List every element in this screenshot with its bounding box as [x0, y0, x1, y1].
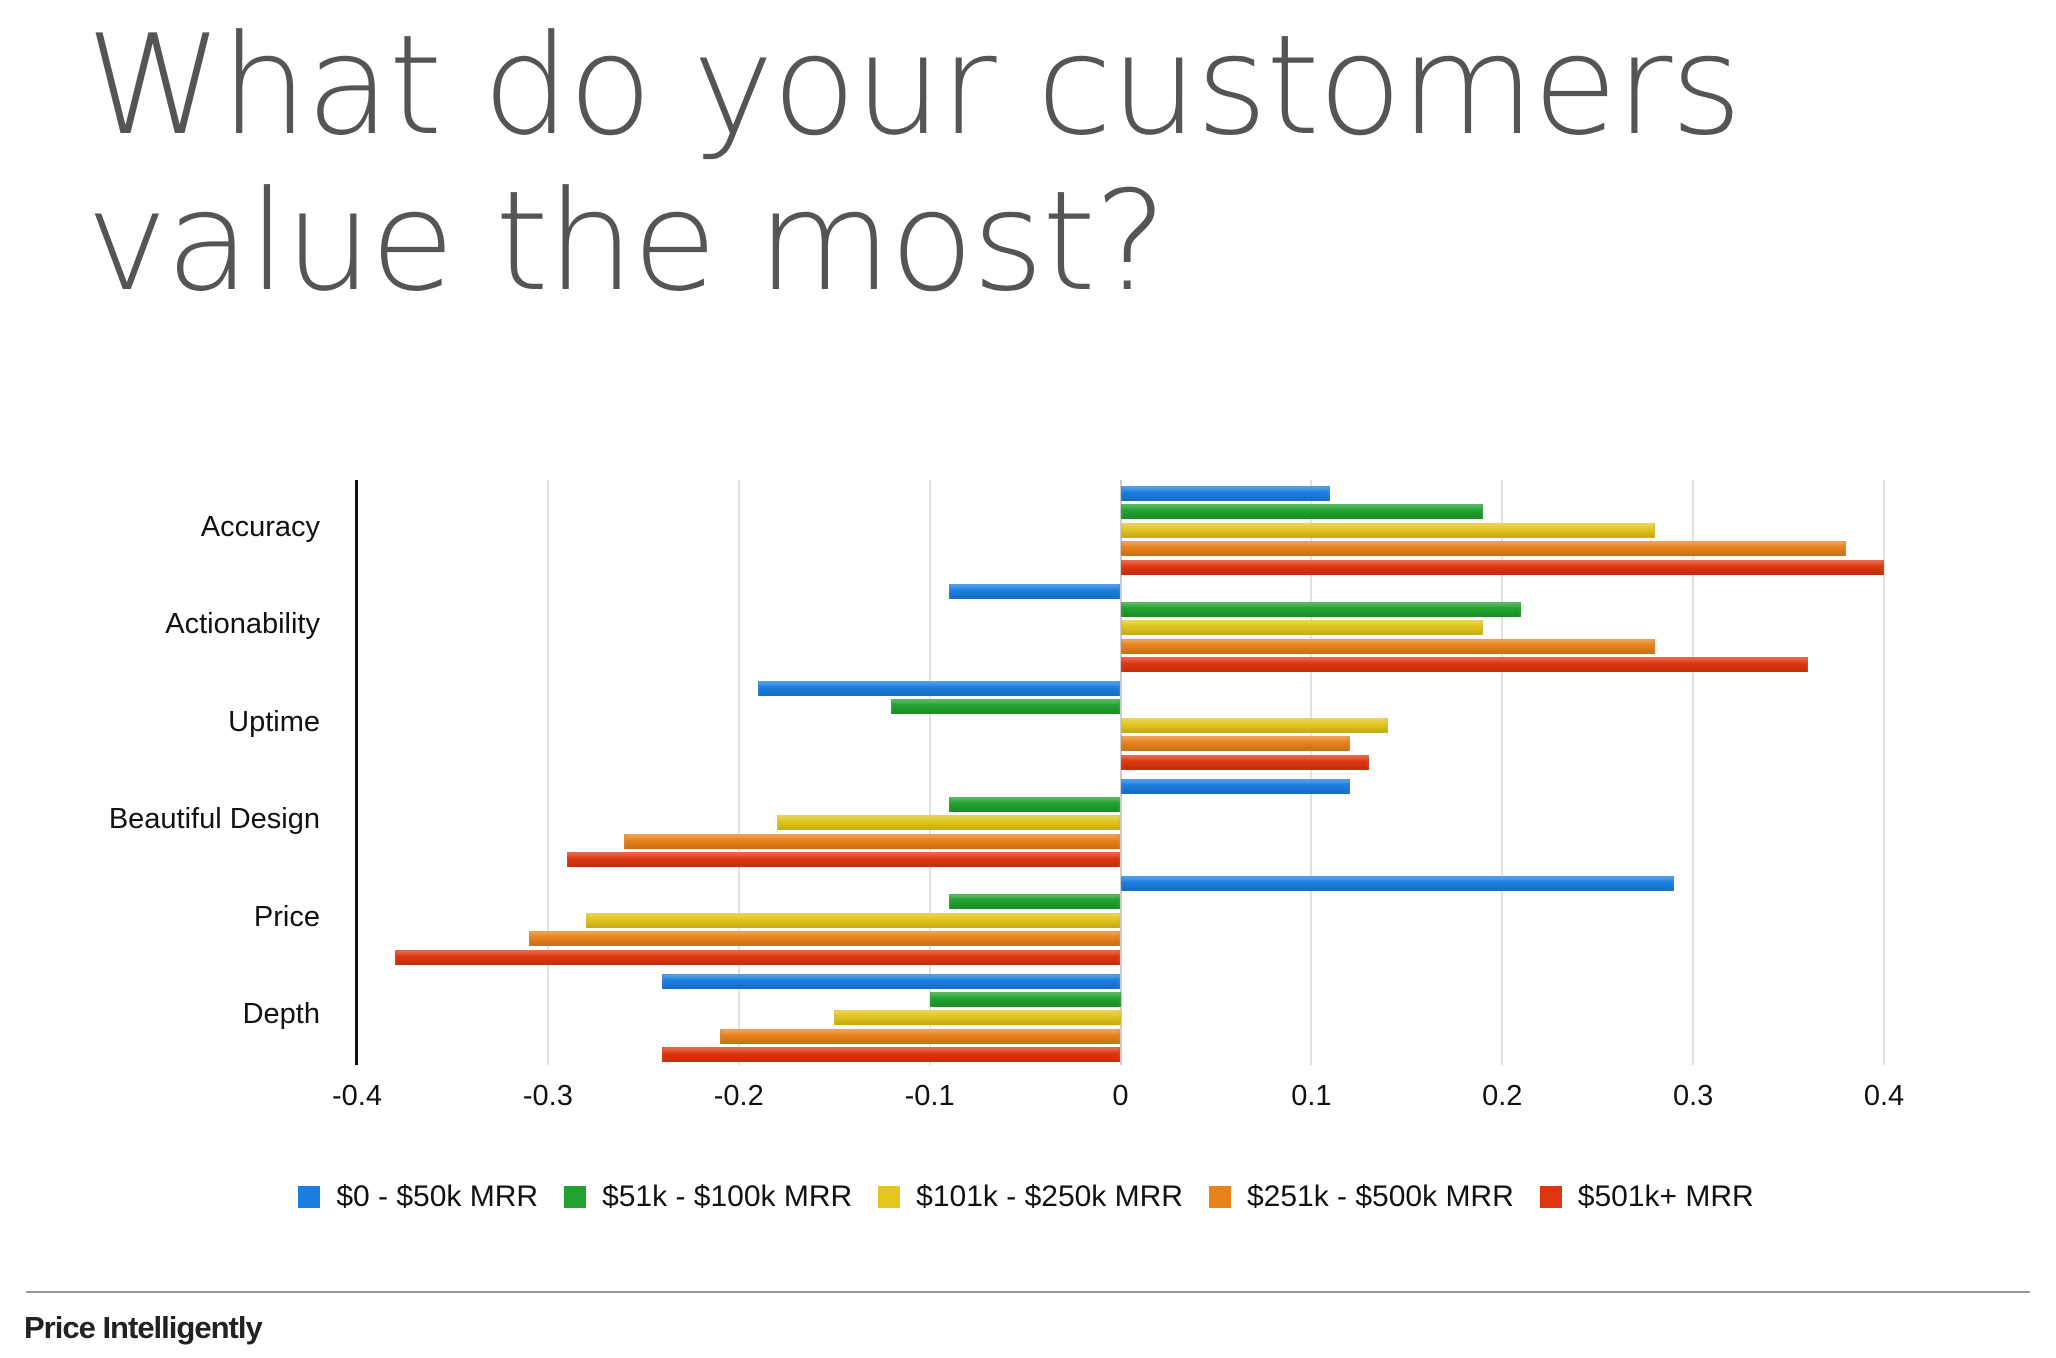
- gridline: [546, 480, 549, 1065]
- bar-depth-series-3: [834, 1010, 1121, 1026]
- bar-accuracy-series-5: [1120, 559, 1884, 575]
- x-tick-label: 0.4: [1863, 1080, 1905, 1112]
- legend-swatch: [1208, 1186, 1231, 1208]
- footer-divider: [26, 1291, 2030, 1293]
- legend-label: $0 - $50k MRR: [336, 1180, 539, 1213]
- legend-swatch: [878, 1186, 901, 1208]
- y-axis-line: [355, 480, 358, 1065]
- bar-actionability-series-5: [1120, 657, 1808, 673]
- bar-price-series-3: [586, 912, 1121, 928]
- legend-item: $251k - $500k MRR: [1208, 1180, 1514, 1214]
- brand-logo-text: Price Intelligently: [24, 1310, 263, 1345]
- gridline: [1310, 480, 1313, 1065]
- bar-depth-series-5: [662, 1047, 1121, 1063]
- bar-actionability-series-3: [1120, 620, 1484, 636]
- category-label: Beautiful Design: [108, 803, 320, 836]
- category-label: Actionability: [165, 608, 320, 641]
- bar-price-series-1: [1120, 876, 1675, 891]
- bar-actionability-series-2: [1120, 601, 1522, 617]
- legend-label: $251k - $500k MRR: [1246, 1180, 1514, 1213]
- legend-label: $101k - $250k MRR: [916, 1180, 1183, 1213]
- category-label: Uptime: [228, 705, 320, 738]
- chart-legend: $0 - $50k MRR $51k - $100k MRR $101k - $25…: [0, 1180, 2056, 1214]
- bar-price-series-2: [948, 894, 1121, 910]
- legend-item: $0 - $50k MRR: [298, 1180, 538, 1214]
- bar-depth-series-2: [929, 991, 1121, 1007]
- legend-swatch: [1539, 1186, 1562, 1208]
- bar-uptime-series-1: [757, 681, 1121, 696]
- category-label: Price: [253, 900, 320, 933]
- bar-beautiful-design-series-5: [566, 852, 1121, 868]
- gridline: [928, 480, 931, 1065]
- x-tick-label: 0: [1112, 1080, 1129, 1112]
- x-tick-label: 0.3: [1672, 1080, 1714, 1112]
- category-label: Depth: [242, 998, 320, 1031]
- title-line-1: What do your customers: [86, 5, 1742, 166]
- legend-label: $501k+ MRR: [1577, 1180, 1754, 1213]
- gridline: [1692, 480, 1695, 1065]
- gridline: [1501, 480, 1504, 1065]
- bar-price-series-5: [395, 949, 1121, 965]
- x-tick-label: -0.1: [904, 1080, 955, 1112]
- gridline: [737, 480, 740, 1065]
- bar-accuracy-series-3: [1120, 522, 1655, 538]
- bar-uptime-series-2: [891, 699, 1121, 715]
- bar-price-series-4: [528, 931, 1121, 947]
- legend-item: $101k - $250k MRR: [878, 1180, 1183, 1214]
- bar-uptime-series-3: [1120, 717, 1388, 733]
- legend-label: $51k - $100k MRR: [602, 1180, 853, 1213]
- bar-accuracy-series-4: [1120, 541, 1846, 557]
- category-label: Accuracy: [200, 510, 320, 543]
- page-title: What do your customers value the most?: [86, 5, 1742, 322]
- x-tick-label: 0.1: [1291, 1080, 1332, 1112]
- bar-beautiful-design-series-4: [624, 833, 1121, 849]
- gridline: [1883, 480, 1885, 1065]
- title-line-2: value the most?: [86, 161, 1167, 322]
- bar-beautiful-design-series-2: [948, 796, 1121, 812]
- legend-item: $501k+ MRR: [1539, 1180, 1754, 1214]
- bar-beautiful-design-series-3: [776, 815, 1121, 831]
- bar-actionability-series-4: [1120, 638, 1655, 654]
- legend-item: $51k - $100k MRR: [564, 1180, 852, 1214]
- bar-uptime-series-5: [1120, 754, 1369, 770]
- bar-actionability-series-1: [948, 583, 1121, 599]
- x-tick-label: -0.2: [713, 1080, 764, 1112]
- bar-accuracy-series-1: [1120, 486, 1331, 501]
- x-tick-label: -0.3: [522, 1080, 573, 1112]
- bar-depth-series-4: [719, 1028, 1121, 1044]
- x-tick-label: 0.2: [1482, 1080, 1523, 1112]
- bar-accuracy-series-2: [1120, 504, 1484, 520]
- legend-swatch: [298, 1186, 321, 1208]
- x-tick-label: -0.4: [332, 1080, 382, 1112]
- bar-depth-series-1: [662, 973, 1121, 989]
- bar-uptime-series-4: [1120, 736, 1350, 752]
- zero-line: [1119, 480, 1122, 1065]
- bar-beautiful-design-series-1: [1120, 778, 1350, 794]
- legend-swatch: [564, 1186, 587, 1208]
